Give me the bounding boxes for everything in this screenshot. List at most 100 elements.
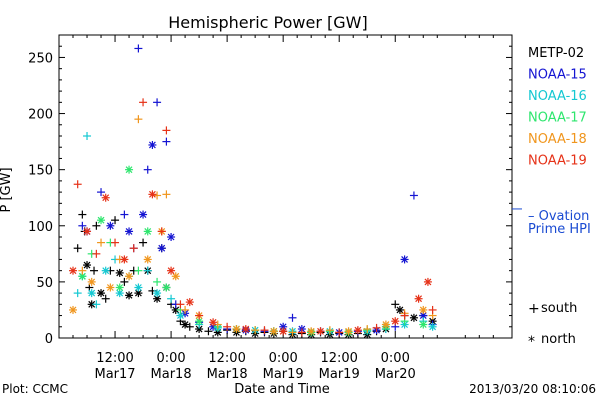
x-axis-label: Date and Time (234, 382, 330, 397)
plot-source: Plot: CCMC (2, 382, 68, 396)
data-point (111, 238, 120, 247)
data-point (139, 98, 148, 107)
data-point (129, 244, 138, 253)
ovation-label-line1: – Ovation (528, 209, 589, 224)
data-point (195, 311, 204, 320)
data-point (171, 272, 180, 281)
data-point (143, 227, 152, 236)
x-tick-label-time: 12:00 (96, 351, 133, 366)
legend-entry: NOAA-16 (528, 89, 587, 104)
data-point (101, 294, 110, 303)
x-tick-label-time: 0:00 (269, 351, 298, 366)
data-point (157, 227, 166, 236)
legend-entry: NOAA-17 (528, 111, 587, 126)
data-point (92, 300, 101, 309)
data-point (288, 328, 297, 337)
marker-legend-plus-symbol: + (528, 301, 540, 317)
data-point (87, 300, 96, 309)
y-tick-label: 250 (28, 51, 53, 66)
legend-entry: METP-02 (528, 46, 584, 61)
y-axis-label: P [GW] (0, 167, 14, 212)
x-tick-label-date: Mar17 (95, 367, 136, 382)
data-point (391, 300, 400, 309)
data-point (92, 221, 101, 230)
data-point (73, 180, 82, 189)
data-point (78, 210, 87, 219)
data-point (69, 266, 78, 275)
data-point (414, 294, 423, 303)
x-tick-label-time: 0:00 (156, 351, 185, 366)
data-point (106, 283, 115, 292)
data-point (92, 249, 101, 258)
data-point (297, 328, 306, 337)
x-axis-ticks: 12:00Mar170:00Mar1812:00Mar180:00Mar1912… (72, 35, 494, 382)
data-point (400, 311, 409, 320)
data-point (153, 289, 162, 298)
data-point (134, 266, 143, 275)
legend-entry: NOAA-19 (528, 154, 587, 169)
data-point (195, 317, 204, 326)
x-tick-label-time: 0:00 (381, 351, 410, 366)
data-point (353, 326, 362, 335)
data-point (167, 294, 176, 303)
data-point (125, 165, 134, 174)
data-point (185, 298, 194, 307)
data-point (372, 323, 381, 332)
data-point (428, 305, 437, 314)
data-point (101, 266, 110, 275)
data-point (87, 277, 96, 286)
data-point (115, 283, 124, 292)
data-point (223, 322, 232, 331)
data-point (69, 305, 78, 314)
ovation-label-line2: Prime HPI (528, 222, 591, 237)
legend-entry: NOAA-15 (528, 68, 587, 83)
data-point (120, 277, 129, 286)
data-point (419, 320, 428, 329)
data-point (167, 233, 176, 241)
data-point (134, 115, 143, 124)
data-point (143, 255, 152, 264)
x-tick-label-date: Mar20 (375, 367, 416, 382)
data-point (97, 188, 106, 197)
data-point (143, 266, 152, 275)
marker-legend-north: north (541, 332, 576, 347)
y-tick-label: 100 (28, 220, 53, 235)
data-point (251, 326, 260, 335)
data-point (269, 327, 278, 336)
data-point (125, 291, 134, 300)
data-point (181, 305, 190, 314)
data-point (120, 210, 129, 219)
data-point (288, 313, 297, 322)
data-point (157, 244, 166, 253)
data-point (97, 238, 106, 247)
data-point (83, 261, 92, 270)
data-point (423, 277, 432, 286)
data-point (167, 266, 176, 275)
data-points (69, 44, 437, 339)
x-tick-label-date: Mar19 (263, 367, 304, 382)
data-point (391, 317, 400, 326)
x-tick-label-date: Mar19 (319, 367, 360, 382)
data-point (111, 216, 120, 225)
data-point (409, 313, 418, 322)
data-point (87, 289, 96, 298)
data-point (143, 165, 152, 174)
data-point (115, 268, 124, 277)
data-point (139, 210, 148, 219)
y-axis-ticks: 0 50 100 150 200 250 (28, 45, 512, 347)
data-point (395, 305, 404, 314)
data-point (162, 283, 171, 292)
data-point (176, 300, 185, 309)
data-point (409, 191, 418, 200)
data-point (148, 190, 157, 199)
data-point (83, 227, 92, 236)
data-point (134, 283, 143, 292)
data-point (101, 193, 110, 202)
x-tick-label-time: 12:00 (208, 351, 245, 366)
data-point (139, 238, 148, 247)
x-tick-label-time: 12:00 (320, 351, 357, 366)
data-point (335, 328, 344, 337)
data-point (232, 325, 241, 334)
data-point (260, 326, 269, 335)
